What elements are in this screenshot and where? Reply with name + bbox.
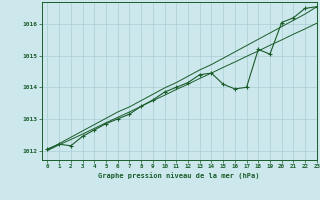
- X-axis label: Graphe pression niveau de la mer (hPa): Graphe pression niveau de la mer (hPa): [99, 172, 260, 179]
